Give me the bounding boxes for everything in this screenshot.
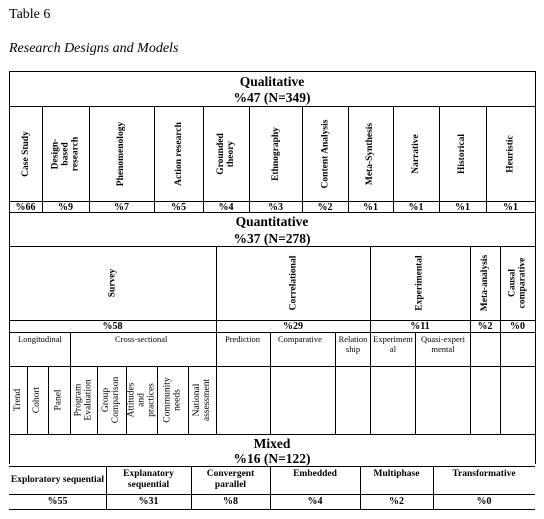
- quant-design-causal-comparative: Causal comparative: [507, 257, 528, 309]
- qual-design-phenomenology: Phenomenology: [116, 121, 127, 186]
- qual-pct-meta-synthesis: %1: [363, 201, 378, 213]
- survey-subtype-longitudinal: Longitudinal: [18, 334, 62, 344]
- table-title: Research Designs and Models: [9, 41, 179, 56]
- mixed-design-multiphase: Multiphase: [373, 469, 420, 479]
- cross-sectional-item-program-evaluation: Program Evaluation: [73, 379, 94, 421]
- quant-design-experimental: Experimental: [414, 255, 425, 311]
- mixed-design-exploratory-sequential: Exploratory sequential: [10, 474, 105, 485]
- mixed-pct-convergent-parallel: %8: [223, 495, 238, 507]
- cross-sectional-item-attitudes-and-practices: Attitudes and practices: [126, 382, 157, 418]
- qual-pct-design-based-research: %9: [58, 201, 73, 213]
- qual-pct-phenomenology: %7: [114, 201, 129, 213]
- qual-design-historical: Historical: [457, 133, 468, 174]
- quantitative-summary: %37 (N=278): [233, 231, 311, 246]
- quant-design-survey: Survey: [107, 268, 118, 298]
- qualitative-summary: %47 (N=349): [233, 90, 311, 105]
- quant-design-meta-analysis: Meta-analysis: [480, 254, 490, 312]
- mixed-design-transformative: Transformative: [452, 469, 516, 479]
- qual-design-grounded-theory: Grounded theory: [216, 132, 236, 175]
- correlational-subtype-comparative: Comparative: [278, 334, 322, 344]
- qual-pct-action-research: %5: [171, 201, 186, 213]
- mixed-title: Mixed: [253, 436, 291, 451]
- mixed-design-explanatory-sequential: Explanatory sequential: [123, 469, 174, 490]
- qual-pct-ethnography: %3: [268, 201, 283, 213]
- longitudinal-item-panel: Panel: [53, 389, 64, 411]
- qual-design-ethnography: Ethnography: [270, 126, 281, 181]
- quant-design-correlational: Correlational: [288, 255, 298, 311]
- cross-sectional-item-community-needs: Community needs: [162, 377, 183, 423]
- experimental-subtype-quasi-experimental: Quasi-experimental: [421, 334, 465, 354]
- quant-pct-meta-analysis: %2: [477, 320, 493, 332]
- qual-pct-case-study: %66: [15, 201, 36, 213]
- qual-design-meta-synthesis: Meta-Synthesis: [365, 122, 376, 185]
- qual-design-case-study: Case Study: [20, 130, 31, 177]
- qualitative-title: Qualitative: [239, 74, 305, 89]
- mixed-pct-embedded: %4: [307, 495, 323, 507]
- qual-pct-narrative: %1: [408, 201, 424, 213]
- experimental-subtype-experimental: Experimental: [373, 334, 413, 354]
- table-label: Table 6: [9, 7, 51, 22]
- qual-design-heuristic: Heuristic: [505, 134, 516, 173]
- correlational-subtype-relationship: Relationship: [338, 334, 368, 354]
- quant-pct-causal-comparative: %0: [510, 320, 525, 332]
- quant-pct-correlational: %29: [283, 320, 303, 332]
- mixed-design-embedded: Embedded: [293, 469, 337, 479]
- qual-design-design-based-research: Design-based research: [50, 136, 81, 171]
- qual-design-action-research: Action research: [173, 121, 184, 186]
- qual-design-content-analysis: Content Analysis: [320, 119, 331, 188]
- quantitative-title: Quantitative: [235, 214, 309, 229]
- qual-pct-grounded-theory: %4: [218, 201, 234, 213]
- mixed-pct-explanatory-sequential: %31: [138, 495, 159, 507]
- qual-pct-historical: %1: [455, 201, 470, 213]
- mixed-summary: %16 (N=122): [233, 451, 311, 466]
- mixed-pct-exploratory-sequential: %55: [47, 495, 68, 507]
- qual-pct-heuristic: %1: [503, 201, 518, 213]
- qual-pct-content-analysis: %2: [317, 201, 333, 213]
- longitudinal-item-trend: Trend: [13, 388, 24, 412]
- qual-design-narrative: Narrative: [410, 133, 421, 174]
- mixed-pct-multiphase: %2: [389, 495, 404, 507]
- quant-pct-survey: %58: [102, 320, 123, 332]
- longitudinal-item-cohort: Cohort: [32, 386, 43, 414]
- mixed-design-convergent-parallel: Convergent parallel: [206, 469, 255, 490]
- quant-pct-experimental: %11: [410, 320, 430, 332]
- cross-sectional-item-group-comparison: Group Comparison: [101, 376, 122, 424]
- mixed-pct-transformative: %0: [476, 495, 492, 507]
- cross-sectional-item-national-assessment: National assessment: [192, 378, 212, 422]
- survey-subtype-cross-sectional: Cross-sectional: [115, 334, 168, 344]
- correlational-subtype-prediction: Prediction: [225, 334, 260, 344]
